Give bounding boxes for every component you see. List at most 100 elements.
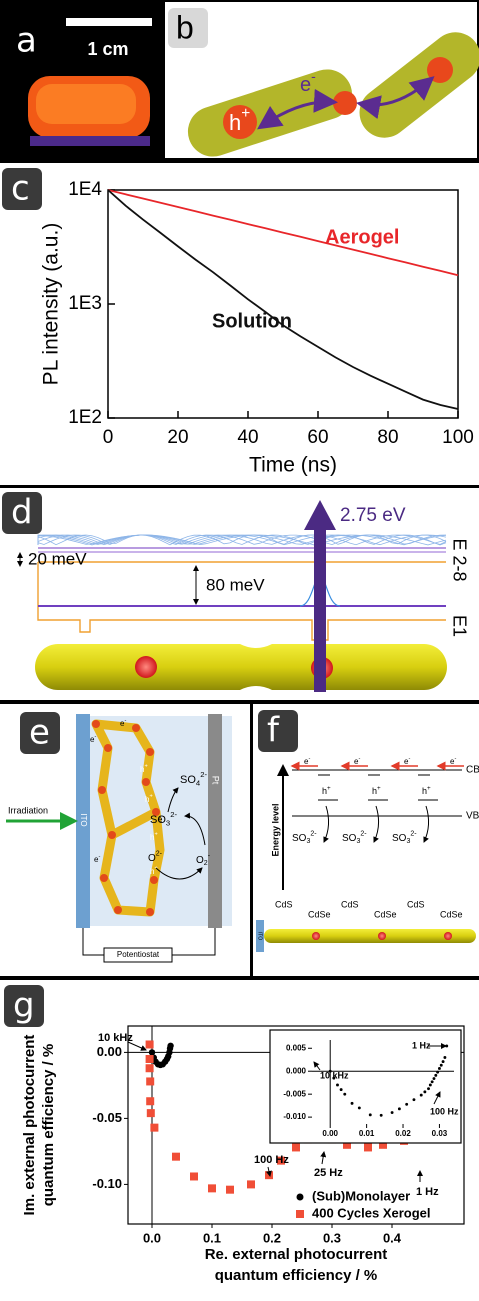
chem-sup: + <box>154 832 157 838</box>
point <box>397 1107 401 1111</box>
x-axis-label: quantum efficiency / % <box>215 1267 378 1284</box>
photon-label: 2.75 eV <box>340 505 406 526</box>
x-tick-label: 20 <box>167 427 188 448</box>
y-tick-label: 0.00 <box>97 1044 122 1059</box>
annotation-arrow <box>320 1151 327 1165</box>
x-axis-label: Time (ns) <box>249 454 337 477</box>
chem-base: h <box>229 110 241 135</box>
y-tick-label: 1E4 <box>68 179 102 200</box>
label-box <box>2 492 42 534</box>
wire <box>82 928 216 956</box>
point <box>428 1083 432 1087</box>
chem-base: h <box>422 786 427 796</box>
reaction-arrow <box>423 805 430 843</box>
chem-base: e <box>404 757 409 766</box>
chem-base: SO <box>150 814 166 826</box>
transfer-arrow <box>257 88 338 130</box>
y-tick-label: 0.005 <box>286 1043 307 1052</box>
point <box>292 1143 300 1152</box>
chem-base: e <box>120 719 125 728</box>
point <box>328 1069 332 1073</box>
dot <box>152 808 160 816</box>
annotation: 1 Hz <box>412 1040 431 1050</box>
level-label: E1 <box>449 615 469 637</box>
chem-sup: - <box>162 814 164 820</box>
point <box>441 1060 445 1064</box>
point <box>436 1070 440 1074</box>
chem-label: O2- <box>148 850 163 863</box>
chem-sup: 2- <box>360 830 367 837</box>
material-label: CdS <box>407 899 425 909</box>
x-tick-label: 0.02 <box>395 1129 411 1138</box>
dot <box>146 908 154 916</box>
point <box>145 1064 154 1073</box>
point <box>405 1102 409 1106</box>
annotation: 10 kHz <box>320 1070 349 1080</box>
chem-base: h <box>150 867 154 876</box>
chem-label: h+ <box>229 105 250 135</box>
chem-sup: - <box>124 718 126 724</box>
point <box>247 1180 255 1189</box>
chem-sup: - <box>98 854 100 860</box>
x-tick-label: 0.1 <box>203 1230 221 1245</box>
point <box>379 1113 383 1117</box>
chem-label: h+ <box>150 866 158 876</box>
chem-sup: - <box>408 756 410 762</box>
chem-base: SO <box>180 774 196 786</box>
series-line <box>107 189 459 277</box>
potentiostat-box <box>103 947 173 963</box>
chem-label: e- <box>90 734 96 744</box>
chem-sup: - <box>358 756 360 762</box>
point <box>390 1111 394 1114</box>
panel-label: e <box>29 713 50 753</box>
vb-level <box>292 799 462 817</box>
x-axis-label: Re. external photocurrent <box>205 1246 388 1263</box>
y-axis-label: quantum efficiency / % <box>40 1044 57 1207</box>
wavefunction <box>37 534 447 546</box>
pt-electrode <box>208 714 222 928</box>
point <box>146 1109 155 1118</box>
dot <box>333 91 357 115</box>
chem-base: O <box>148 853 156 864</box>
y-tick-label: 0.000 <box>286 1066 307 1075</box>
label-box <box>4 985 44 1027</box>
irradiation-label: Irradiation <box>8 805 48 815</box>
chem-label: SO32- <box>292 830 317 845</box>
chem-sup: - <box>208 852 211 859</box>
point <box>277 1156 285 1165</box>
x-tick-label: 40 <box>237 427 258 448</box>
transfer-arrow <box>356 76 435 120</box>
dot <box>444 932 452 940</box>
point <box>146 1077 155 1086</box>
ito-electrode <box>76 714 90 928</box>
point <box>172 1152 180 1161</box>
annotation: 25 Hz <box>314 1167 343 1179</box>
chem-base: SO <box>342 833 357 844</box>
point <box>368 1113 372 1117</box>
potential <box>37 561 446 641</box>
point <box>339 1088 343 1092</box>
point <box>226 1185 234 1194</box>
legend-marker <box>296 1210 304 1218</box>
point <box>332 1076 336 1080</box>
point <box>427 1087 430 1091</box>
y-tick-label: -0.05 <box>92 1110 122 1125</box>
dot <box>223 105 257 139</box>
material-label: CdS <box>341 899 359 909</box>
chem-sub: 3 <box>306 838 310 845</box>
chem-base: e <box>354 757 359 766</box>
chem-base: h <box>372 786 377 796</box>
electrode-label: ITO <box>257 932 263 940</box>
point <box>343 1140 351 1149</box>
material-label: CdSe <box>308 909 331 919</box>
dot <box>150 876 158 884</box>
y-tick-label: -0.10 <box>92 1176 122 1191</box>
dot <box>100 874 108 882</box>
chem-sup: 2- <box>170 810 177 819</box>
chem-base: e <box>90 735 95 744</box>
x-tick-label: 0.2 <box>263 1230 281 1245</box>
point <box>357 1106 361 1110</box>
chem-sup: + <box>377 785 381 792</box>
dot <box>132 724 140 732</box>
label-box <box>168 8 208 48</box>
